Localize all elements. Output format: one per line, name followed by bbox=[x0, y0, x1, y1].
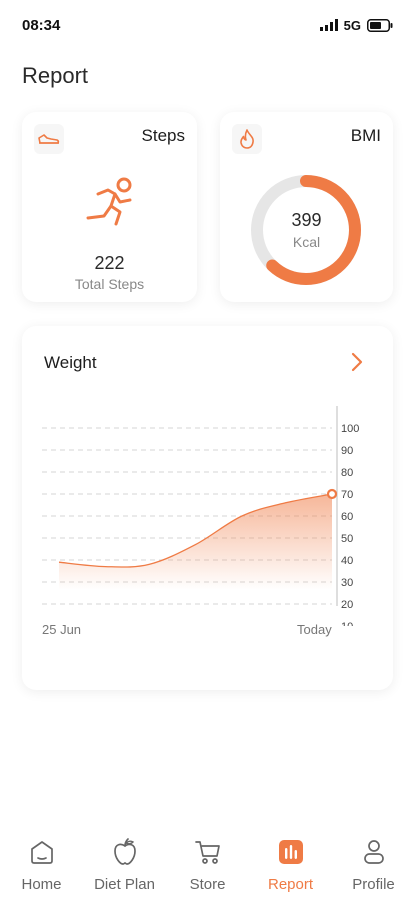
page-title: Report bbox=[22, 63, 89, 88]
y-tick-label: 10 bbox=[341, 621, 353, 626]
bottom-tab-bar: Home Diet Plan Store bbox=[0, 828, 415, 900]
battery-icon bbox=[367, 18, 393, 32]
steps-title: Steps bbox=[141, 126, 185, 145]
steps-card[interactable]: Steps 222 Total Steps bbox=[22, 112, 197, 302]
bmi-ring bbox=[251, 175, 361, 285]
y-tick-label: 80 bbox=[341, 467, 353, 479]
status-time: 08:34 bbox=[22, 16, 61, 34]
y-tick-label: 100 bbox=[341, 423, 359, 435]
tab-report-label: Report bbox=[267, 876, 314, 893]
y-tick-label: 50 bbox=[341, 533, 353, 545]
tab-diet-plan-label: Diet Plan bbox=[94, 876, 155, 893]
y-tick-label: 60 bbox=[341, 511, 353, 523]
bmi-unit: Kcal bbox=[292, 234, 321, 250]
flame-icon bbox=[232, 124, 262, 154]
bar-chart-icon bbox=[278, 840, 303, 864]
steps-label: Total Steps bbox=[74, 276, 145, 292]
network-label: 5G bbox=[343, 17, 361, 33]
y-tick-label: 20 bbox=[341, 599, 353, 611]
sneaker-icon bbox=[34, 124, 64, 154]
y-tick-label: 30 bbox=[341, 577, 353, 589]
x-start-label: 25 Jun bbox=[42, 622, 82, 637]
running-person-icon bbox=[86, 177, 132, 226]
bmi-title: BMI bbox=[350, 126, 381, 145]
signal-icon bbox=[319, 19, 338, 31]
bmi-value: 399 bbox=[291, 210, 322, 230]
x-end-label: Today bbox=[297, 622, 332, 637]
user-icon bbox=[363, 840, 384, 864]
tab-store-label: Store bbox=[189, 876, 226, 893]
home-icon bbox=[30, 841, 53, 864]
apple-icon bbox=[113, 838, 136, 865]
tab-store[interactable]: Store bbox=[168, 828, 248, 900]
y-tick-label: 70 bbox=[341, 489, 353, 501]
weight-chart: 100 90 80 70 60 50 40 30 20 10 bbox=[42, 406, 359, 626]
weight-series-line bbox=[58, 493, 333, 568]
tab-home-label: Home bbox=[21, 876, 62, 893]
bmi-card[interactable]: BMI 399 Kcal bbox=[220, 112, 393, 302]
status-bar: 08:34 5G bbox=[0, 0, 415, 50]
tab-profile-label: Profile bbox=[352, 876, 395, 893]
tab-profile[interactable]: Profile bbox=[334, 828, 414, 900]
weight-card: Weight 100 90 80 70 60 50 40 30 20 10 25 Jun Toda… bbox=[22, 326, 393, 690]
tab-home[interactable]: Home bbox=[2, 828, 82, 900]
chevron-right-icon[interactable] bbox=[349, 350, 365, 374]
tab-diet-plan[interactable]: Diet Plan bbox=[85, 828, 165, 900]
y-tick-label: 90 bbox=[341, 445, 353, 457]
cart-icon bbox=[194, 841, 220, 864]
status-indicators: 5G bbox=[319, 17, 393, 33]
latest-point-marker bbox=[326, 488, 338, 500]
weight-area-fill bbox=[59, 494, 332, 590]
y-tick-label: 40 bbox=[341, 555, 353, 567]
tab-report[interactable]: Report bbox=[251, 828, 331, 900]
steps-value: 222 bbox=[94, 253, 125, 273]
weight-title: Weight bbox=[44, 353, 97, 372]
ring-progress bbox=[251, 175, 361, 285]
